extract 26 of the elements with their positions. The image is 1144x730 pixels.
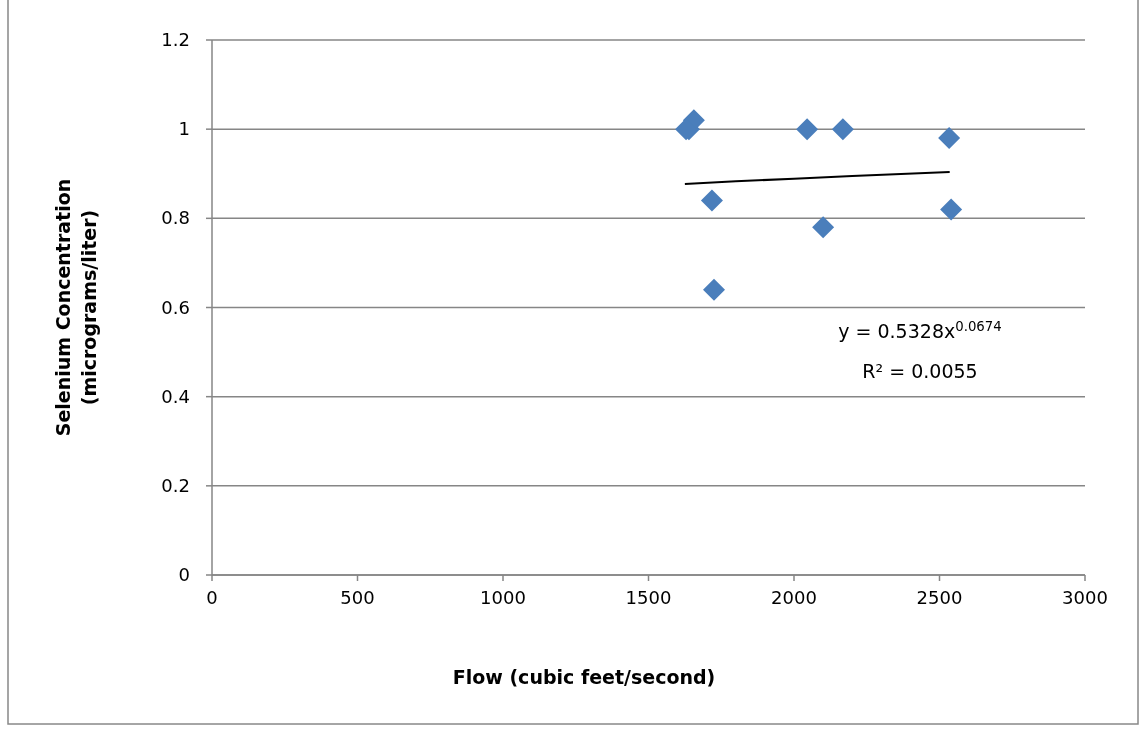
y-tick-label: 0.2: [161, 474, 190, 496]
y-tick-label: 1: [178, 118, 190, 140]
point: [812, 216, 835, 239]
y-tick-label: 0.6: [161, 296, 190, 318]
point: [940, 198, 963, 221]
point: [831, 118, 854, 141]
point: [796, 118, 819, 141]
y-tick-label: 0: [178, 564, 190, 585]
x-tick-label: 2000: [771, 587, 817, 608]
line-series: [683, 170, 951, 185]
x-tick-label: 0: [206, 587, 218, 608]
x-tick-label: 1500: [625, 587, 672, 608]
y-axis-title: Selenium Concentration (micrograms/liter): [52, 178, 100, 437]
y-tick-label: 1.2: [161, 29, 190, 50]
x-axis-title: Flow (cubic feet/second): [452, 666, 716, 688]
x-tick-label: 3000: [1062, 587, 1108, 608]
annotation: y = 0.5328x$^{0.0674}$: [838, 318, 1002, 342]
point: [938, 127, 961, 150]
y-tick-label: 0.8: [161, 207, 190, 229]
point: [700, 189, 723, 212]
point: [702, 278, 725, 301]
x-tick-label: 2500: [916, 587, 963, 608]
x-tick-label: 1000: [480, 587, 526, 608]
x-tick-label: 500: [340, 587, 375, 608]
y-tick-label: 0.4: [161, 385, 190, 407]
annotation: R² = 0.0055: [862, 360, 978, 382]
